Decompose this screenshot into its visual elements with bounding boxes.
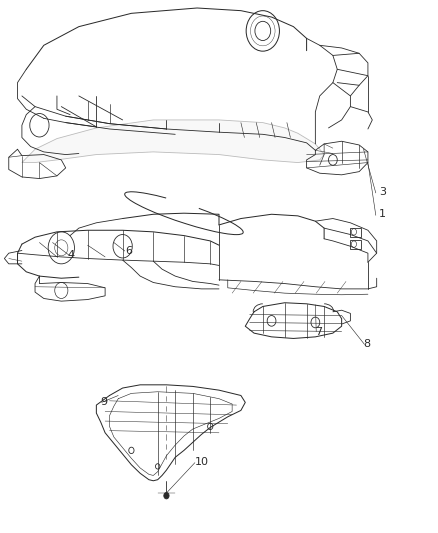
Text: 8: 8 (364, 339, 371, 349)
Text: 3: 3 (379, 187, 386, 197)
Text: 10: 10 (195, 457, 209, 467)
Bar (350, 228, 361, 237)
Text: 9: 9 (101, 398, 108, 407)
Text: 1: 1 (379, 209, 386, 219)
Bar (350, 240, 361, 249)
Text: 7: 7 (315, 327, 322, 336)
Text: 6: 6 (125, 246, 132, 255)
Text: 4: 4 (68, 250, 75, 260)
Circle shape (164, 492, 169, 499)
Polygon shape (22, 120, 324, 163)
